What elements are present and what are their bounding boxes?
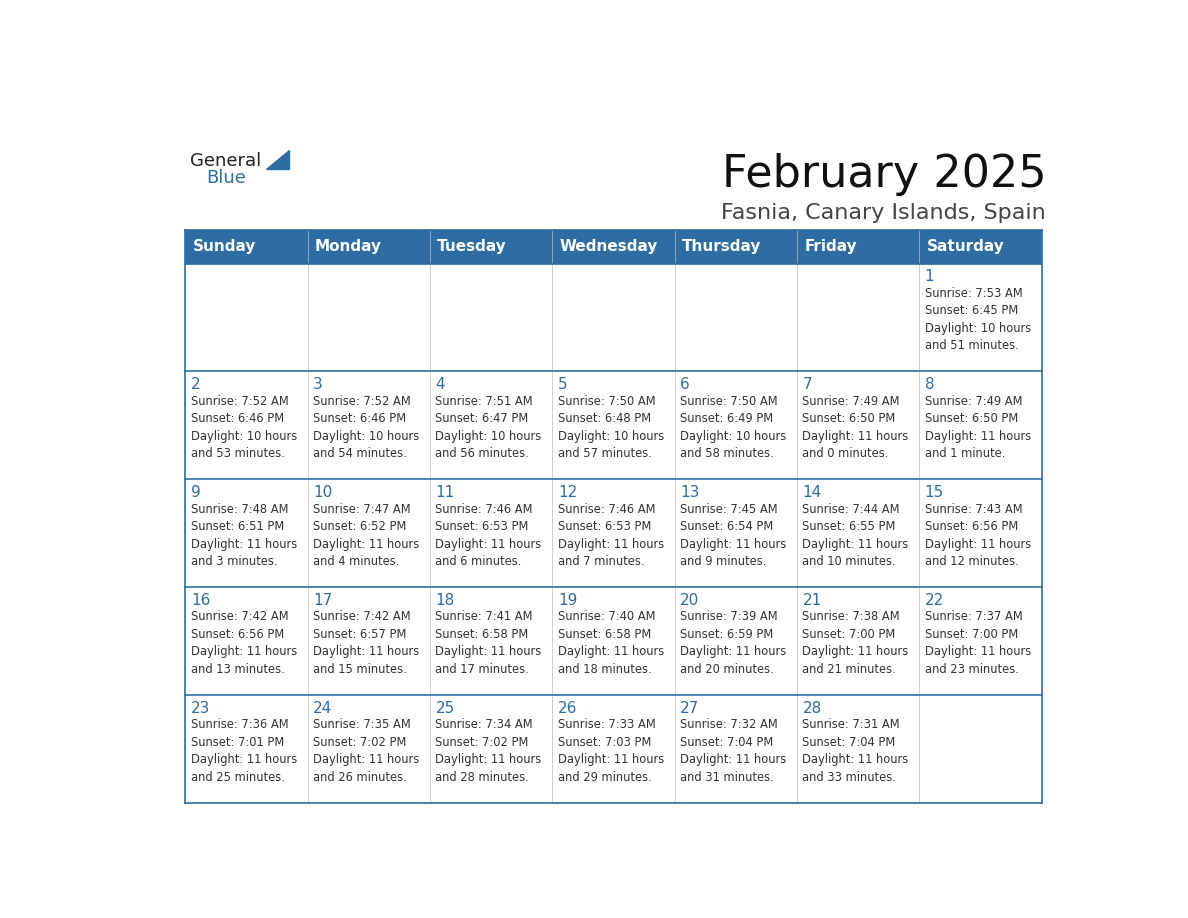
Text: Fasnia, Canary Islands, Spain: Fasnia, Canary Islands, Spain [721,204,1047,223]
Text: 3: 3 [314,377,323,392]
Text: 2: 2 [191,377,201,392]
Text: 20: 20 [681,593,700,608]
Text: Sunrise: 7:46 AM
Sunset: 6:53 PM
Daylight: 11 hours
and 6 minutes.: Sunrise: 7:46 AM Sunset: 6:53 PM Dayligh… [436,503,542,568]
Text: 18: 18 [436,593,455,608]
Text: 15: 15 [924,485,944,500]
Text: Sunrise: 7:38 AM
Sunset: 7:00 PM
Daylight: 11 hours
and 21 minutes.: Sunrise: 7:38 AM Sunset: 7:00 PM Dayligh… [802,610,909,676]
Text: Sunrise: 7:51 AM
Sunset: 6:47 PM
Daylight: 10 hours
and 56 minutes.: Sunrise: 7:51 AM Sunset: 6:47 PM Dayligh… [436,395,542,460]
Text: Sunrise: 7:50 AM
Sunset: 6:48 PM
Daylight: 10 hours
and 57 minutes.: Sunrise: 7:50 AM Sunset: 6:48 PM Dayligh… [558,395,664,460]
Text: Sunrise: 7:36 AM
Sunset: 7:01 PM
Daylight: 11 hours
and 25 minutes.: Sunrise: 7:36 AM Sunset: 7:01 PM Dayligh… [191,719,297,784]
Text: Sunrise: 7:44 AM
Sunset: 6:55 PM
Daylight: 11 hours
and 10 minutes.: Sunrise: 7:44 AM Sunset: 6:55 PM Dayligh… [802,503,909,568]
Text: Thursday: Thursday [682,240,762,254]
Text: Sunrise: 7:49 AM
Sunset: 6:50 PM
Daylight: 11 hours
and 0 minutes.: Sunrise: 7:49 AM Sunset: 6:50 PM Dayligh… [802,395,909,460]
Text: 11: 11 [436,485,455,500]
Text: 19: 19 [558,593,577,608]
Text: Sunrise: 7:39 AM
Sunset: 6:59 PM
Daylight: 11 hours
and 20 minutes.: Sunrise: 7:39 AM Sunset: 6:59 PM Dayligh… [681,610,786,676]
Text: Sunrise: 7:42 AM
Sunset: 6:56 PM
Daylight: 11 hours
and 13 minutes.: Sunrise: 7:42 AM Sunset: 6:56 PM Dayligh… [191,610,297,676]
Text: 12: 12 [558,485,577,500]
Text: 25: 25 [436,700,455,716]
Text: Sunday: Sunday [192,240,257,254]
Text: Sunrise: 7:31 AM
Sunset: 7:04 PM
Daylight: 11 hours
and 33 minutes.: Sunrise: 7:31 AM Sunset: 7:04 PM Dayligh… [802,719,909,784]
Text: 14: 14 [802,485,822,500]
Text: General: General [190,152,261,170]
Text: Sunrise: 7:53 AM
Sunset: 6:45 PM
Daylight: 10 hours
and 51 minutes.: Sunrise: 7:53 AM Sunset: 6:45 PM Dayligh… [924,286,1031,353]
Text: Sunrise: 7:35 AM
Sunset: 7:02 PM
Daylight: 11 hours
and 26 minutes.: Sunrise: 7:35 AM Sunset: 7:02 PM Dayligh… [314,719,419,784]
Text: Sunrise: 7:33 AM
Sunset: 7:03 PM
Daylight: 11 hours
and 29 minutes.: Sunrise: 7:33 AM Sunset: 7:03 PM Dayligh… [558,719,664,784]
Text: Sunrise: 7:34 AM
Sunset: 7:02 PM
Daylight: 11 hours
and 28 minutes.: Sunrise: 7:34 AM Sunset: 7:02 PM Dayligh… [436,719,542,784]
Text: 24: 24 [314,700,333,716]
Text: Sunrise: 7:32 AM
Sunset: 7:04 PM
Daylight: 11 hours
and 31 minutes.: Sunrise: 7:32 AM Sunset: 7:04 PM Dayligh… [681,719,786,784]
Text: Wednesday: Wednesday [560,240,658,254]
Text: 13: 13 [681,485,700,500]
Text: February 2025: February 2025 [721,152,1047,196]
Text: 23: 23 [191,700,210,716]
Text: 6: 6 [681,377,690,392]
Text: Sunrise: 7:42 AM
Sunset: 6:57 PM
Daylight: 11 hours
and 15 minutes.: Sunrise: 7:42 AM Sunset: 6:57 PM Dayligh… [314,610,419,676]
Text: 17: 17 [314,593,333,608]
Text: Sunrise: 7:49 AM
Sunset: 6:50 PM
Daylight: 11 hours
and 1 minute.: Sunrise: 7:49 AM Sunset: 6:50 PM Dayligh… [924,395,1031,460]
Text: 4: 4 [436,377,446,392]
Text: 10: 10 [314,485,333,500]
Text: Sunrise: 7:43 AM
Sunset: 6:56 PM
Daylight: 11 hours
and 12 minutes.: Sunrise: 7:43 AM Sunset: 6:56 PM Dayligh… [924,503,1031,568]
Text: Sunrise: 7:37 AM
Sunset: 7:00 PM
Daylight: 11 hours
and 23 minutes.: Sunrise: 7:37 AM Sunset: 7:00 PM Dayligh… [924,610,1031,676]
Text: Sunrise: 7:52 AM
Sunset: 6:46 PM
Daylight: 10 hours
and 53 minutes.: Sunrise: 7:52 AM Sunset: 6:46 PM Dayligh… [191,395,297,460]
Polygon shape [266,151,290,169]
Text: Monday: Monday [315,240,383,254]
Text: Sunrise: 7:41 AM
Sunset: 6:58 PM
Daylight: 11 hours
and 17 minutes.: Sunrise: 7:41 AM Sunset: 6:58 PM Dayligh… [436,610,542,676]
FancyBboxPatch shape [185,230,1042,263]
Text: 21: 21 [802,593,822,608]
Text: 7: 7 [802,377,813,392]
Text: 1: 1 [924,269,935,285]
Text: Saturday: Saturday [927,240,1004,254]
Text: Sunrise: 7:50 AM
Sunset: 6:49 PM
Daylight: 10 hours
and 58 minutes.: Sunrise: 7:50 AM Sunset: 6:49 PM Dayligh… [681,395,786,460]
Text: 8: 8 [924,377,935,392]
Text: 9: 9 [191,485,201,500]
Text: Friday: Friday [804,240,857,254]
Text: 16: 16 [191,593,210,608]
Text: Tuesday: Tuesday [437,240,507,254]
Text: 27: 27 [681,700,700,716]
Text: Sunrise: 7:48 AM
Sunset: 6:51 PM
Daylight: 11 hours
and 3 minutes.: Sunrise: 7:48 AM Sunset: 6:51 PM Dayligh… [191,503,297,568]
Text: 5: 5 [558,377,568,392]
Text: Sunrise: 7:46 AM
Sunset: 6:53 PM
Daylight: 11 hours
and 7 minutes.: Sunrise: 7:46 AM Sunset: 6:53 PM Dayligh… [558,503,664,568]
Text: 26: 26 [558,700,577,716]
Text: Sunrise: 7:40 AM
Sunset: 6:58 PM
Daylight: 11 hours
and 18 minutes.: Sunrise: 7:40 AM Sunset: 6:58 PM Dayligh… [558,610,664,676]
Text: Sunrise: 7:47 AM
Sunset: 6:52 PM
Daylight: 11 hours
and 4 minutes.: Sunrise: 7:47 AM Sunset: 6:52 PM Dayligh… [314,503,419,568]
Text: 28: 28 [802,700,822,716]
Text: Sunrise: 7:52 AM
Sunset: 6:46 PM
Daylight: 10 hours
and 54 minutes.: Sunrise: 7:52 AM Sunset: 6:46 PM Dayligh… [314,395,419,460]
Text: 22: 22 [924,593,944,608]
Text: Blue: Blue [207,169,246,187]
Text: Sunrise: 7:45 AM
Sunset: 6:54 PM
Daylight: 11 hours
and 9 minutes.: Sunrise: 7:45 AM Sunset: 6:54 PM Dayligh… [681,503,786,568]
